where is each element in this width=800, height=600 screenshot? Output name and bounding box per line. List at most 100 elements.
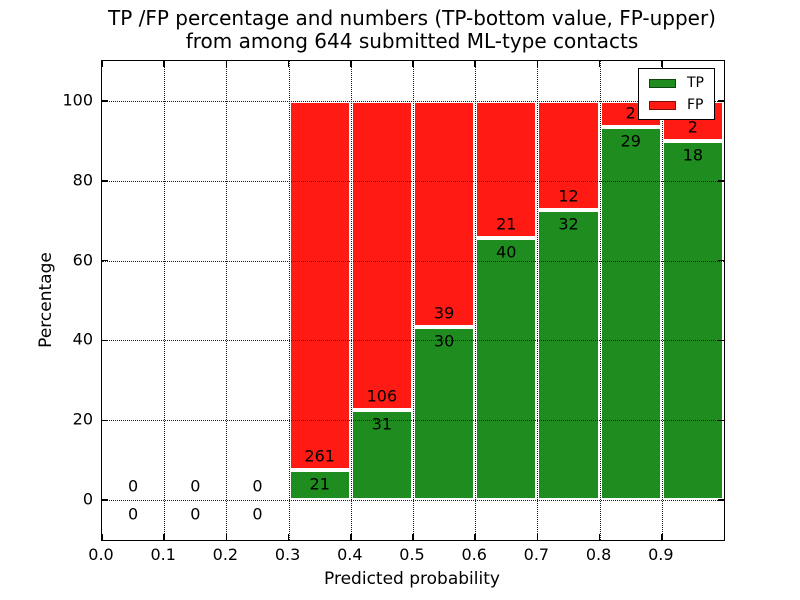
bar-segment-fp	[413, 100, 476, 327]
x-tick-label: 0.1	[150, 545, 176, 564]
tp-legend-label: TP	[687, 75, 704, 91]
bar-segment-tp	[537, 209, 600, 501]
tp-count-annotation: 32	[558, 214, 579, 234]
y-tick-right	[718, 100, 724, 102]
x-tick-bottom	[536, 534, 539, 540]
gridline-vertical	[537, 61, 539, 540]
x-tick-top	[101, 61, 103, 67]
y-tick-label: 20	[72, 409, 93, 429]
legend: TP FP	[638, 68, 715, 120]
x-tick-label: 0.8	[585, 545, 612, 564]
bar-segment-tp	[475, 238, 538, 501]
y-tick-right	[718, 499, 724, 501]
y-tick-right	[718, 180, 724, 182]
x-tick-bottom	[350, 534, 352, 540]
tp-count-annotation: 29	[620, 131, 641, 151]
y-tick-left	[102, 339, 108, 342]
bar-segment-fp	[475, 100, 538, 239]
x-tick-top	[661, 61, 663, 67]
x-tick-top	[225, 61, 228, 67]
x-axis-label: Predicted probability	[324, 569, 500, 589]
y-tick-label: 100	[62, 90, 93, 110]
x-tick-bottom	[661, 534, 663, 540]
gridline-vertical	[164, 61, 166, 540]
x-tick-label: 0.7	[523, 545, 550, 564]
bar-segment-tp	[350, 409, 413, 501]
x-tick-top	[536, 61, 539, 67]
tp-count-annotation: 0	[252, 504, 263, 524]
x-tick-label: 0.0	[88, 545, 114, 564]
fp-count-annotation: 0	[190, 476, 201, 496]
x-tick-bottom	[101, 534, 103, 540]
x-tick-label: 0.2	[212, 545, 239, 564]
x-tick-top	[598, 61, 601, 67]
x-tick-label: 0.5	[399, 545, 425, 564]
fp-count-annotation: 0	[128, 476, 139, 496]
chart-title: TP /FP percentage and numbers (TP-bottom…	[101, 7, 723, 53]
gridline-vertical	[413, 61, 414, 540]
y-axis-label: Percentage	[36, 252, 56, 348]
x-tick-label: 0.3	[274, 545, 301, 564]
y-tick-right	[718, 339, 724, 342]
y-tick-left	[102, 180, 108, 182]
fp-count-annotation: 21	[496, 214, 517, 234]
legend-entry-fp: FP	[649, 98, 704, 112]
fp-count-annotation: 0	[252, 476, 263, 496]
chart-title-line1: TP /FP percentage and numbers (TP-bottom…	[108, 6, 716, 30]
y-tick-label: 80	[72, 170, 93, 190]
y-tick-label: 60	[72, 250, 93, 270]
x-tick-bottom	[287, 534, 290, 540]
tp-count-annotation: 21	[309, 474, 330, 494]
gridline-vertical	[288, 61, 290, 540]
bar-segment-tp	[288, 470, 351, 501]
fp-count-annotation: 2	[625, 103, 636, 123]
fp-count-annotation: 106	[366, 386, 398, 406]
chart-title-line2: from among 644 submitted ML-type contact…	[185, 29, 639, 53]
bar-segment-fp	[537, 100, 600, 210]
tp-count-annotation: 30	[433, 331, 455, 351]
tp-count-annotation: 18	[682, 145, 704, 165]
bar-segment-tp	[599, 126, 662, 501]
x-tick-bottom	[598, 534, 601, 540]
x-tick-label: 0.6	[461, 545, 487, 564]
y-tick-left	[102, 419, 108, 422]
bar-segment-tp	[661, 140, 724, 501]
bar-segment-fp	[350, 100, 413, 410]
x-tick-bottom	[474, 534, 476, 540]
tp-count-annotation: 0	[190, 504, 201, 524]
x-tick-top	[350, 61, 352, 67]
gridline-vertical	[661, 61, 663, 540]
x-tick-top	[474, 61, 476, 67]
legend-entry-tp: TP	[649, 76, 704, 90]
x-tick-bottom	[163, 534, 165, 540]
y-tick-label: 0	[82, 489, 93, 509]
tp-legend-swatch	[649, 78, 676, 88]
x-tick-top	[287, 61, 290, 67]
x-tick-label: 0.9	[648, 545, 674, 564]
x-tick-label: 0.4	[337, 545, 363, 564]
plot-area: TP FP 0 0 0 0 0 0 261 21 106 31 39 30 21 40 12 32 2 29 2 18	[101, 60, 725, 541]
fp-legend-label: FP	[687, 97, 704, 113]
tp-count-annotation: 0	[128, 504, 139, 524]
x-tick-bottom	[412, 534, 414, 540]
y-tick-left	[102, 259, 108, 262]
tp-count-annotation: 31	[371, 414, 393, 434]
x-tick-top	[163, 61, 165, 67]
y-tick-right	[718, 259, 724, 262]
y-tick-left	[102, 100, 108, 102]
gridline-vertical	[226, 61, 228, 540]
fp-count-annotation: 12	[558, 186, 579, 206]
y-tick-label: 40	[72, 329, 93, 349]
fp-legend-swatch	[649, 100, 676, 110]
gridline-vertical	[350, 61, 352, 540]
bar-segment-tp	[413, 326, 476, 501]
y-tick-left	[102, 499, 108, 501]
tp-count-annotation: 40	[496, 242, 517, 262]
gridline-vertical	[475, 61, 477, 540]
gridline-vertical	[599, 61, 601, 540]
x-tick-bottom	[225, 534, 228, 540]
fp-count-annotation: 261	[304, 446, 335, 466]
fp-count-annotation: 39	[433, 303, 455, 323]
y-tick-right	[718, 419, 724, 422]
